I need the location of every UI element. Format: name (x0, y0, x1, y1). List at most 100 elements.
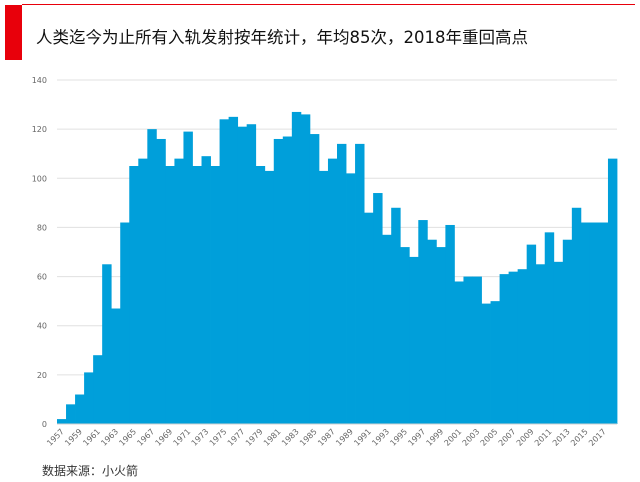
bar-1958 (66, 404, 76, 424)
bar-2006 (499, 274, 510, 424)
x-tick-label: 1989 (334, 427, 355, 448)
x-tick-label: 1963 (99, 427, 120, 448)
bar-1975 (219, 119, 230, 425)
bar-1982 (282, 136, 293, 424)
bar-1979 (255, 166, 266, 424)
bar-1995 (400, 247, 410, 424)
x-tick-label: 2005 (479, 427, 500, 448)
x-tick-label: 2001 (443, 427, 464, 448)
bar-2003 (472, 276, 482, 424)
bar-2012 (553, 261, 564, 424)
x-tick-label: 1981 (262, 427, 283, 448)
bar-2018 (607, 158, 618, 424)
bar-1965 (129, 166, 139, 424)
x-tick-label: 1957 (45, 427, 66, 448)
x-tick-label: 1985 (298, 427, 319, 448)
chart-title: 人类迄今为止所有入轨发射按年统计，年均85次，2018年重回高点 (36, 28, 528, 47)
y-tick-label: 60 (37, 273, 47, 282)
bar-1984 (300, 114, 311, 425)
x-tick-label: 2013 (551, 427, 572, 448)
bar-1993 (382, 234, 392, 424)
x-tick-label: 1993 (370, 427, 391, 448)
bar-1992 (373, 193, 383, 424)
x-tick-label: 1959 (63, 427, 84, 448)
x-tick-label: 2015 (569, 427, 590, 448)
x-tick-label: 1995 (388, 427, 409, 448)
bar-2008 (517, 269, 528, 424)
x-tick-label: 1967 (135, 427, 156, 448)
bar-2011 (544, 232, 555, 424)
bar-1989 (346, 173, 356, 424)
x-tick-label: 1965 (117, 427, 138, 448)
bar-2016 (589, 222, 600, 424)
y-tick-label: 0 (42, 420, 47, 429)
bar-1974 (210, 166, 220, 424)
x-tick-label: 2017 (587, 427, 608, 448)
x-tick-label: 2003 (461, 427, 482, 448)
bar-2007 (508, 271, 519, 424)
bar-1998 (427, 239, 437, 424)
bar-1994 (391, 207, 401, 424)
bar-1987 (327, 158, 338, 424)
bar-1959 (75, 394, 85, 424)
data-source: 数据来源：小火箭 (42, 464, 139, 478)
y-tick-label: 20 (37, 371, 47, 380)
bar-1978 (246, 124, 257, 424)
bar-1972 (192, 166, 202, 424)
x-tick-label: 1983 (280, 427, 301, 448)
bar-1988 (337, 143, 347, 424)
x-tick-label: 1999 (425, 427, 446, 448)
bar-1983 (291, 111, 302, 424)
x-tick-label: 1971 (172, 427, 193, 448)
y-tick-label: 80 (37, 223, 47, 232)
bar-2017 (598, 222, 609, 424)
x-tick-label: 1977 (226, 427, 247, 448)
bar-2000 (445, 224, 455, 424)
bar-1981 (273, 138, 284, 424)
bar-2014 (571, 207, 582, 424)
bar-2015 (580, 222, 591, 424)
x-tick-label: 2007 (497, 427, 518, 448)
x-tick-label: 2009 (515, 427, 536, 448)
bar-1966 (138, 158, 148, 424)
bar-1973 (201, 156, 211, 424)
title-rule (22, 4, 635, 5)
x-tick-label: 1997 (406, 427, 427, 448)
bar-2004 (481, 303, 491, 424)
x-tick-label: 1969 (154, 427, 175, 448)
bar-1976 (228, 116, 239, 424)
y-tick-label: 120 (32, 125, 47, 134)
bar-1967 (147, 129, 157, 424)
bar-1997 (418, 220, 428, 424)
bar-1971 (183, 131, 193, 424)
y-tick-label: 100 (32, 174, 47, 183)
bar-2002 (463, 276, 473, 424)
x-tick-label: 1991 (352, 427, 373, 448)
bar-2010 (535, 264, 546, 424)
bar-1962 (102, 264, 112, 424)
bar-1999 (436, 247, 446, 424)
x-tick-label: 1987 (316, 427, 337, 448)
bar-2013 (562, 239, 573, 424)
x-tick-label: 1961 (81, 427, 102, 448)
y-tick-label: 140 (32, 76, 47, 85)
bar-1986 (318, 170, 329, 424)
bar-1957 (57, 419, 67, 424)
bar-1991 (364, 212, 374, 424)
bar-1960 (84, 372, 94, 424)
bar-2001 (454, 281, 464, 424)
x-tick-label: 1975 (208, 427, 229, 448)
x-tick-label: 1979 (244, 427, 265, 448)
bar-2009 (526, 244, 537, 424)
bar-1996 (409, 256, 419, 424)
bar-1968 (156, 138, 166, 424)
bar-2005 (490, 301, 500, 424)
bar-1990 (355, 143, 365, 424)
bar-1980 (264, 170, 275, 424)
bar-1970 (174, 158, 184, 424)
bar-1977 (237, 126, 248, 424)
bar-1985 (309, 134, 320, 425)
bar-1964 (120, 222, 130, 424)
x-tick-label: 1973 (190, 427, 211, 448)
